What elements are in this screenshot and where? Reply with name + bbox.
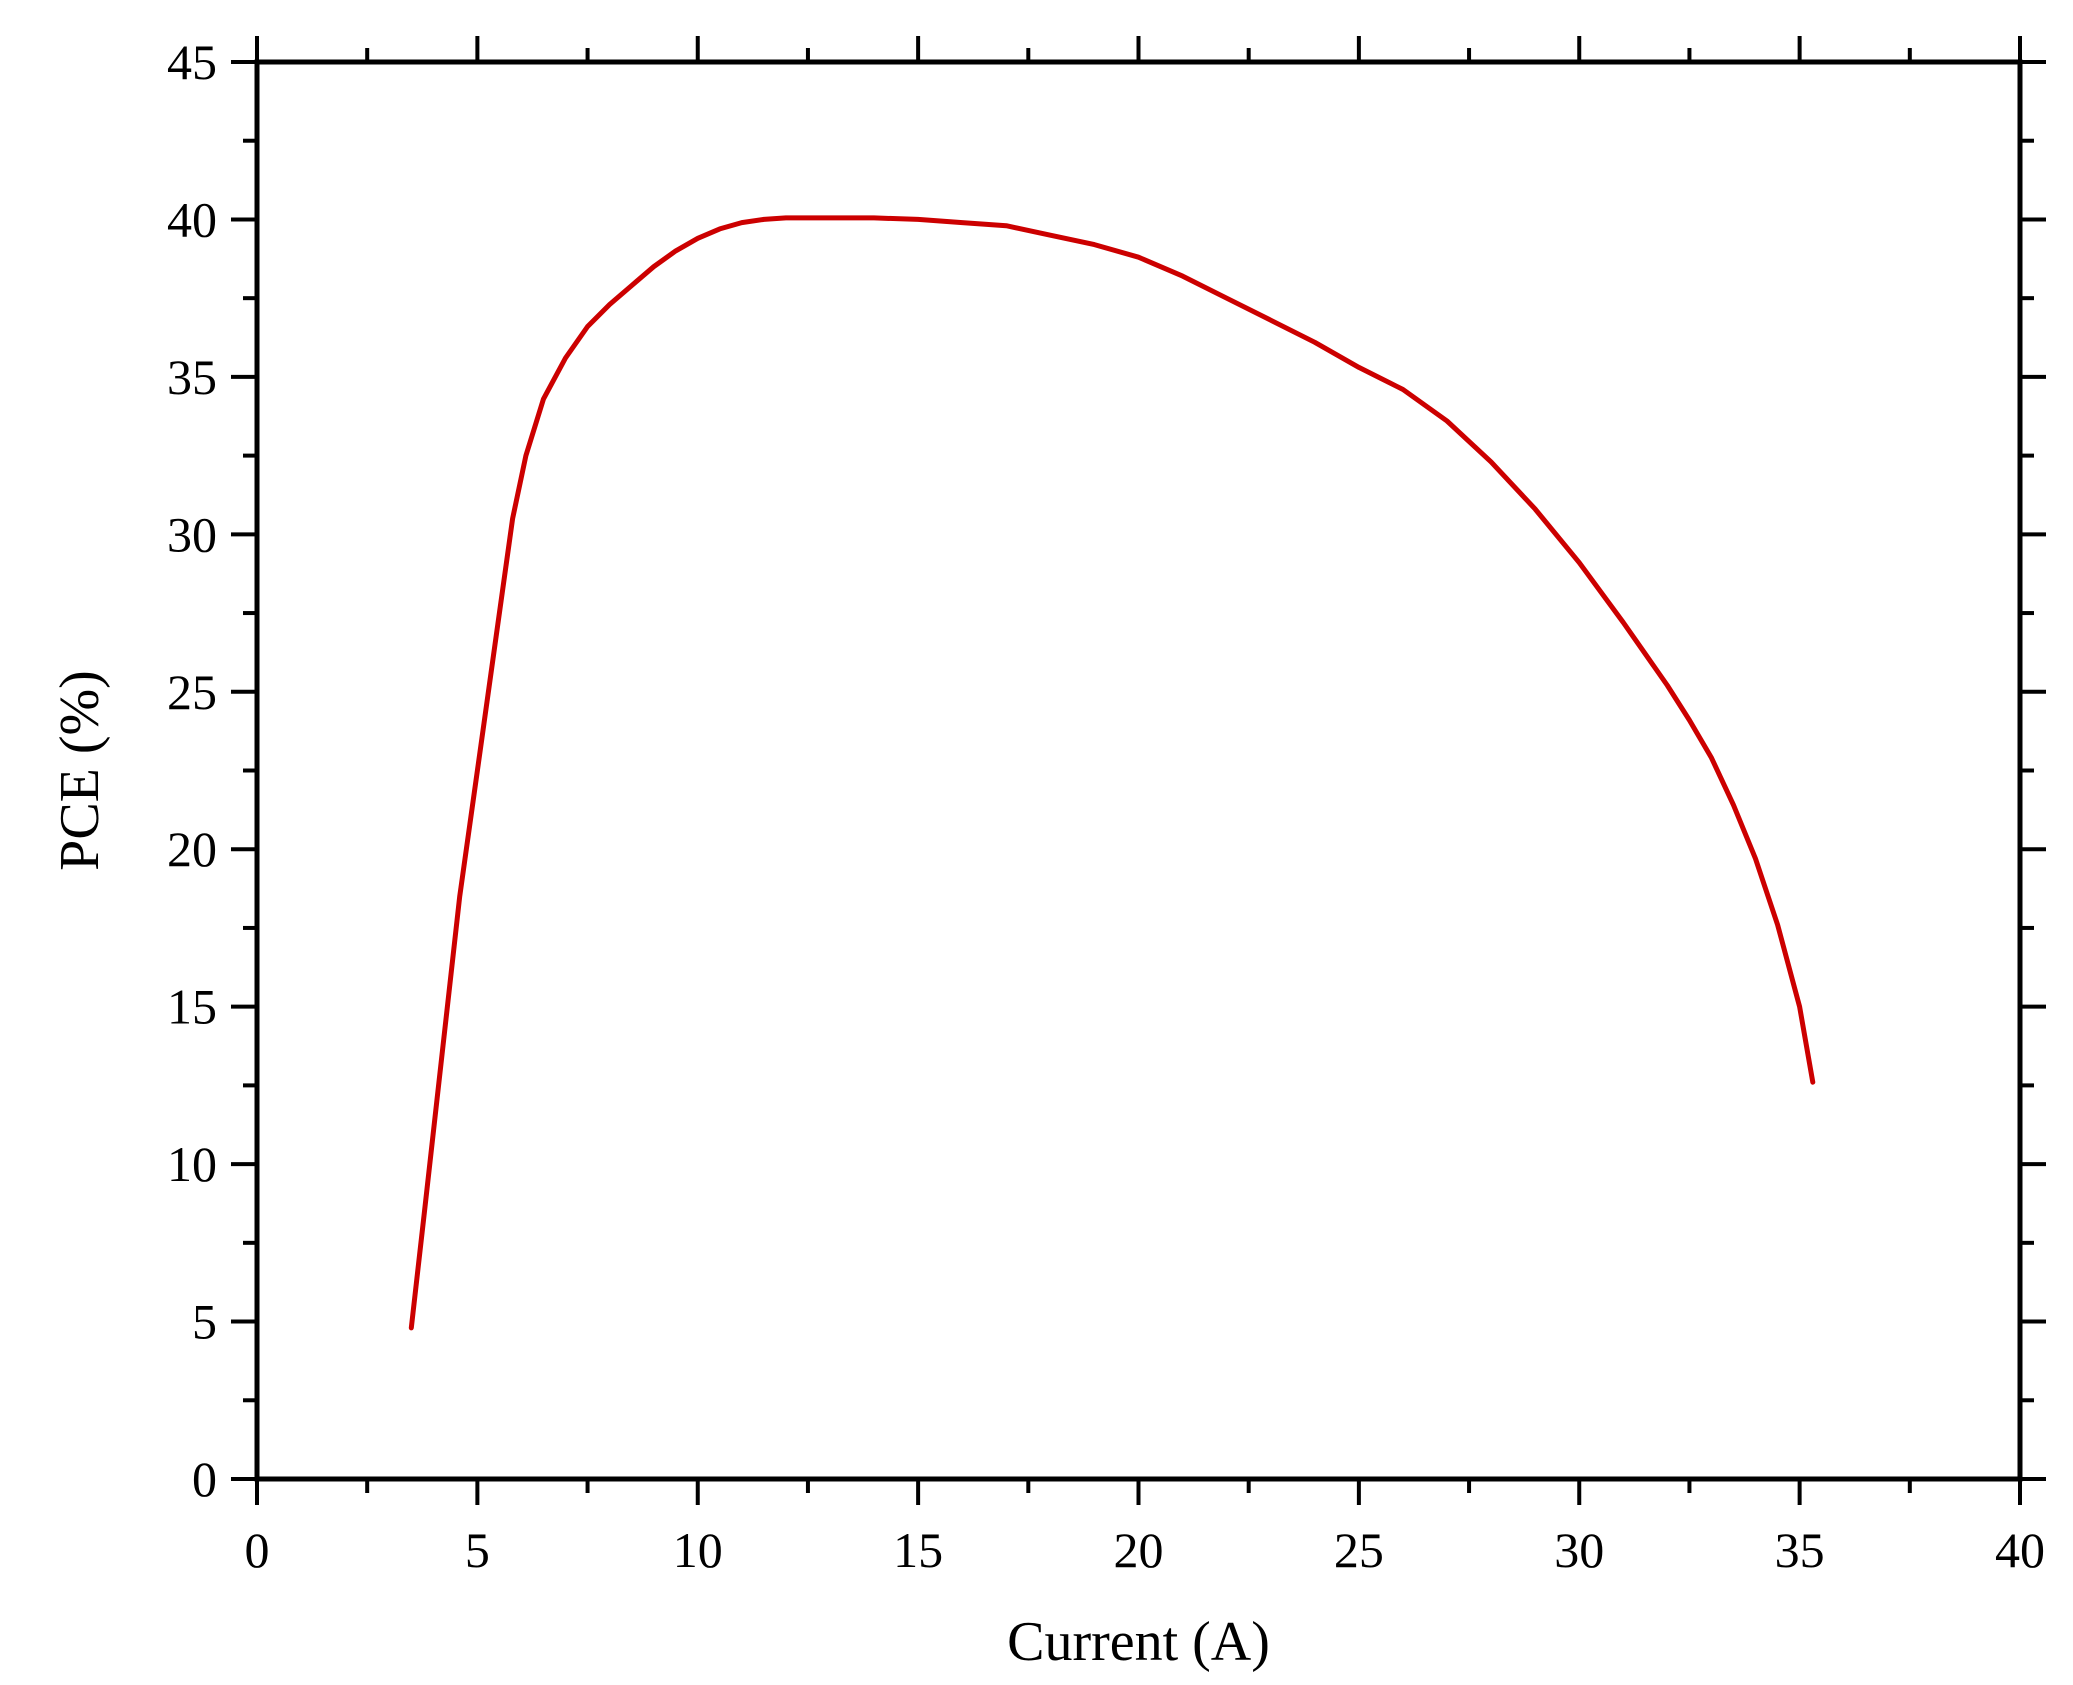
y-tick-label: 5 — [192, 1294, 217, 1350]
pce-series-line — [408, 215, 1816, 1331]
y-tick-label: 25 — [167, 664, 217, 720]
x-tick-label: 20 — [1114, 1522, 1164, 1578]
tick-labels-layer: 0 5 10 15 20 25 30 35 40 0 5 10 15 20 25 30 35 40 45 — [167, 34, 2045, 1578]
y-tick-label: 45 — [167, 34, 217, 90]
x-tick-label: 30 — [1554, 1522, 1604, 1578]
x-tick-label: 25 — [1334, 1522, 1384, 1578]
series-layer — [408, 215, 1816, 1331]
x-tick-label: 15 — [893, 1522, 943, 1578]
x-tick-label: 35 — [1775, 1522, 1825, 1578]
y-tick-label: 30 — [167, 506, 217, 562]
y-tick-label: 20 — [167, 821, 217, 877]
y-tick-label: 35 — [167, 349, 217, 405]
x-tick-label: 5 — [465, 1522, 490, 1578]
y-tick-label: 0 — [192, 1451, 217, 1507]
y-tick-label: 40 — [167, 191, 217, 247]
y-tick-label: 15 — [167, 979, 217, 1035]
y-axis-title: PCE (%) — [49, 670, 111, 871]
plot-frame — [254, 59, 2023, 1482]
x-axis-title: Current (A) — [1007, 1611, 1270, 1673]
x-tick-label: 10 — [673, 1522, 723, 1578]
x-tick-label: 0 — [245, 1522, 270, 1578]
x-tick-label: 40 — [1995, 1522, 2045, 1578]
y-tick-label: 10 — [167, 1136, 217, 1192]
